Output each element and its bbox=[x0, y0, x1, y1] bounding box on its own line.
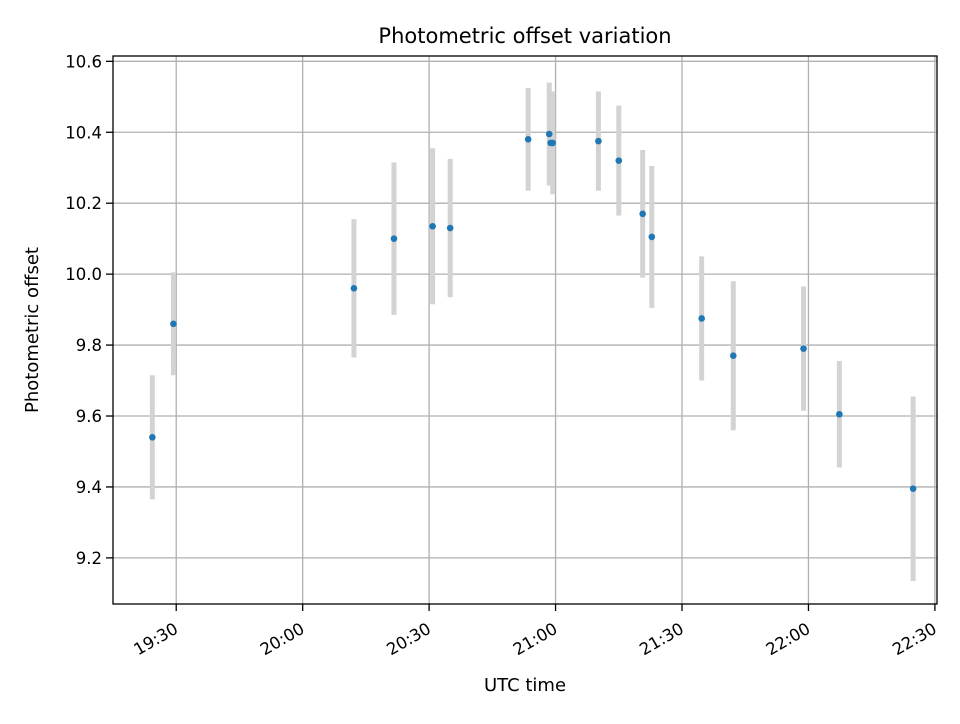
data-point bbox=[729, 352, 737, 360]
y-axis-label: Photometric offset bbox=[22, 247, 43, 413]
y-tick-label: 10.0 bbox=[65, 265, 102, 284]
data-points bbox=[149, 130, 917, 493]
data-point bbox=[698, 315, 705, 322]
y-axis: 9.2 9.4 9.6 9.8 10.0 10.2 10.4 10.6 bbox=[65, 52, 113, 568]
data-point bbox=[595, 137, 602, 145]
x-tick-label: 20:00 bbox=[257, 619, 308, 659]
y-tick-label: 9.6 bbox=[76, 407, 102, 426]
y-tick-label: 10.4 bbox=[65, 123, 102, 142]
data-point bbox=[429, 222, 436, 230]
x-tick-label: 21:00 bbox=[510, 619, 561, 659]
data-point bbox=[524, 136, 532, 143]
data-point bbox=[350, 285, 358, 292]
data-point bbox=[149, 433, 156, 441]
data-point bbox=[390, 235, 398, 242]
data-point bbox=[836, 410, 843, 418]
y-tick-label: 9.8 bbox=[76, 336, 102, 355]
data-point bbox=[800, 345, 807, 352]
x-tick-label: 22:00 bbox=[763, 619, 814, 659]
y-tick-label: 10.6 bbox=[65, 52, 102, 71]
x-tick-label: 20:30 bbox=[383, 619, 434, 659]
chart-title: Photometric offset variation bbox=[378, 24, 671, 48]
data-point bbox=[446, 224, 454, 232]
data-point bbox=[615, 157, 623, 164]
data-point bbox=[909, 485, 917, 493]
plot-frame bbox=[112, 55, 938, 605]
y-tick-label: 10.2 bbox=[65, 194, 102, 213]
y-tick-label: 9.2 bbox=[76, 549, 102, 568]
x-tick-label: 22:30 bbox=[889, 619, 940, 659]
data-point bbox=[639, 210, 646, 218]
x-axis-label: UTC time bbox=[484, 675, 566, 696]
x-axis: 19:30 20:00 20:30 21:00 21:30 22:00 22:30 bbox=[131, 604, 940, 659]
data-point bbox=[549, 139, 557, 147]
y-tick-label: 9.4 bbox=[76, 478, 102, 497]
x-tick-label: 21:30 bbox=[636, 619, 687, 659]
data-point bbox=[545, 130, 553, 138]
data-point bbox=[648, 233, 656, 241]
data-point bbox=[170, 320, 177, 328]
error-bars bbox=[149, 82, 916, 581]
grid bbox=[113, 56, 937, 604]
x-tick-label: 19:30 bbox=[131, 619, 182, 659]
